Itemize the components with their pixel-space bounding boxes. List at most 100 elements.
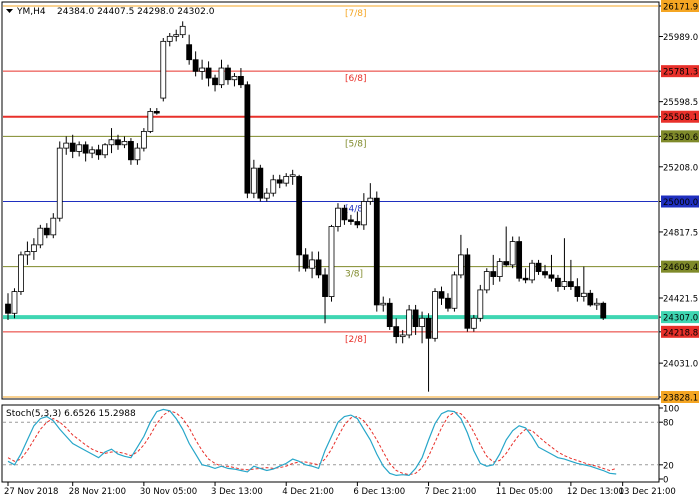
candle-body [244, 84, 251, 194]
candle-body [166, 35, 173, 42]
candle-body [30, 244, 37, 252]
candle-body [238, 75, 244, 86]
stoch-tick-label: 20 [663, 461, 674, 471]
candle-body [438, 291, 445, 299]
candle-body [37, 227, 44, 246]
candle-body [522, 277, 529, 281]
candle-body [567, 281, 574, 287]
candle-body [348, 219, 354, 222]
time-tick-label: 4 Dec 21:00 [282, 487, 334, 497]
price-tick-label: 25208.0 [663, 163, 698, 173]
candle-body [56, 147, 63, 219]
price-pane-frame [1, 1, 660, 400]
price-tick-label: 23828.1 [663, 394, 698, 404]
candle-body [140, 131, 147, 149]
time-tick-label: 12 Dec 13:00 [567, 487, 624, 497]
candle-body [257, 167, 264, 199]
candle-body [470, 317, 477, 329]
candle-body [432, 291, 438, 339]
level-label-4: [4/8] [345, 205, 367, 215]
price-tag-bg [661, 260, 699, 273]
candle-body [548, 274, 555, 279]
candle-body [289, 174, 296, 177]
stoch-tick-label: 0 [663, 476, 668, 486]
candle-body [11, 291, 18, 314]
candle-body [283, 176, 290, 184]
candle-body [89, 149, 96, 154]
price-tick-label: 25598.5 [663, 98, 698, 108]
candle-body [483, 271, 490, 291]
candle-body [354, 221, 361, 226]
symbol-dropdown-icon[interactable] [6, 9, 13, 13]
chart-header: YM,H4 24384.0 24407.5 24298.0 24302.0 [6, 7, 215, 17]
candle-body [496, 261, 503, 277]
price-tag-bg [661, 325, 699, 338]
candle-body [296, 176, 303, 256]
candle-body [63, 142, 70, 149]
candle-body [218, 67, 225, 86]
candle-body [600, 302, 607, 319]
time-tick-label: 27 Nov 2018 [4, 487, 58, 497]
candle-body [412, 309, 419, 328]
stoch-tick-label: 100 [663, 405, 679, 415]
candle-body [386, 302, 393, 328]
candle-body [593, 302, 600, 306]
candle-body [147, 111, 154, 132]
candle-body [425, 317, 432, 339]
price-tick-label: 25989.0 [663, 33, 698, 43]
ohlc-readout: 24384.0 24407.5 24298.0 24302.0 [57, 7, 215, 17]
candle-body [509, 241, 516, 266]
candle-body [457, 254, 464, 276]
candle-body [270, 179, 277, 194]
candle-body [153, 111, 160, 114]
candle-body [445, 297, 451, 309]
candle-body [263, 192, 270, 199]
candle-body [173, 34, 180, 37]
level-label-0: [7/8] [345, 9, 367, 19]
price-tick-label: 24421.5 [663, 295, 698, 305]
price-axis: 26171.9 25989.0 25781.3 25598.5 25508.1 25390… [659, 0, 699, 404]
candle-body [542, 271, 548, 276]
time-tick-label: 28 Nov 21:00 [69, 487, 126, 497]
candle-body [399, 334, 406, 338]
candle-body [5, 303, 11, 314]
price-tick-label: 24609.4 [663, 263, 698, 273]
candle-body [192, 59, 199, 72]
candle-body [574, 286, 581, 297]
time-axis: 27 Nov 2018 28 Nov 21:00 30 Nov 05:00 3 Dec… [4, 482, 676, 497]
candle-body [95, 149, 102, 156]
candle-body [250, 167, 257, 194]
candle-body [24, 251, 31, 256]
price-tag-bg [661, 195, 699, 208]
price-tick-label: 25781.3 [663, 68, 698, 78]
candle-body [419, 317, 425, 328]
candle-body [555, 277, 561, 287]
candle-body [561, 281, 568, 287]
candle-body [108, 139, 115, 146]
candle-body [76, 144, 83, 152]
price-tag-bg [661, 130, 699, 143]
candle-body [341, 207, 348, 221]
candle-body [160, 40, 167, 99]
stoch-signal-line [7, 410, 617, 476]
candle-body [360, 201, 367, 226]
stoch-tick-label: 80 [663, 419, 674, 429]
candle-body [529, 262, 535, 281]
candle-body [580, 292, 587, 297]
candle-body [380, 302, 387, 306]
candle-body [199, 67, 206, 72]
stoch-title: Stoch(5,3,3) 6.6526 15.2988 [6, 409, 136, 419]
candle-body [231, 75, 238, 81]
price-tick-label: 25000.0 [663, 198, 698, 208]
stochastic-oscillator [3, 408, 658, 477]
price-tick-label: 24307.0 [663, 314, 698, 324]
candle-body [587, 292, 594, 306]
stoch-pane-frame [1, 404, 660, 483]
candle-body [69, 142, 76, 152]
candle-body [205, 67, 212, 79]
price-tick-label: 24218.8 [663, 328, 698, 338]
candle-body [516, 241, 523, 279]
candle-body [121, 141, 128, 146]
time-tick-label: 3 Dec 13:00 [211, 487, 263, 497]
